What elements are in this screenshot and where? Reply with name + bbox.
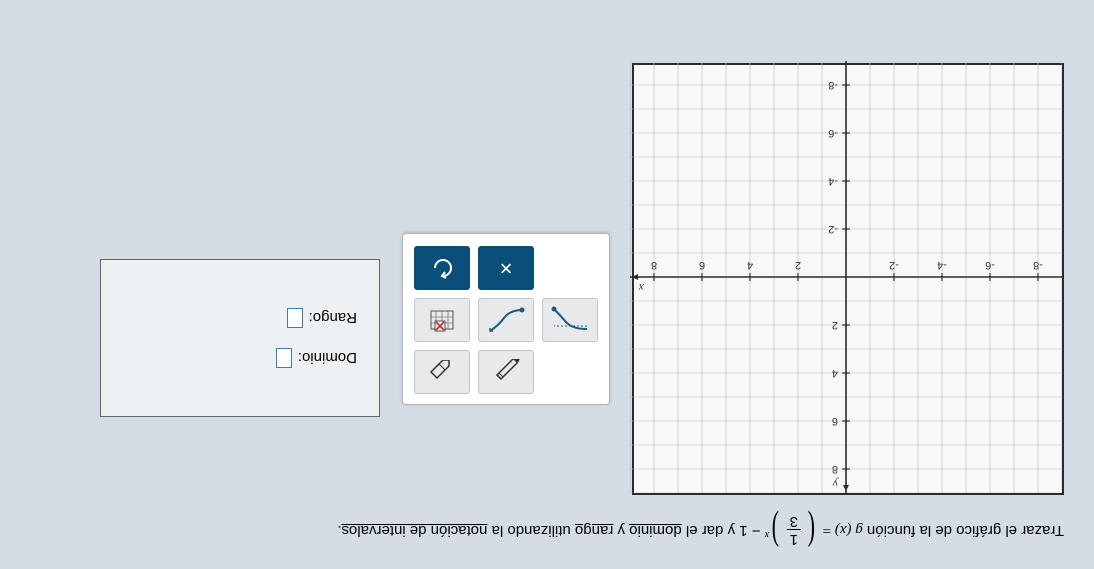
function-expression: g (x) = [823,520,863,541]
rango-input[interactable] [287,308,303,328]
no-fill-icon [427,307,457,333]
clear-icon: × [500,257,513,279]
dominio-link[interactable]: dominio [629,522,682,539]
curve-tool-a-button[interactable] [542,298,598,342]
eraser-icon [427,360,457,384]
answers-panel: Dominio: Rango: [100,259,380,417]
reset-icon [429,257,455,279]
open-paren: ( [808,517,815,547]
interval-link[interactable]: notación de intervalos [341,522,487,539]
rango-row: Rango: [123,308,357,328]
rango-link[interactable]: rango [575,522,613,539]
x-axis-label: x [639,280,644,295]
reset-button[interactable] [414,246,470,290]
curve-tool-b-button[interactable] [478,298,534,342]
graph-panel[interactable]: -8-6-4-22468-8-6-4-22468 x y [632,63,1064,495]
fraction: 1 3 [787,513,801,547]
tool-panel: × [402,233,610,405]
grid-svg [630,61,1062,493]
eraser-tool-button[interactable] [414,350,470,394]
rango-label: Rango: [309,310,357,327]
problem-prefix: Trazar el gráfico de la función [863,522,1064,539]
pencil-tool-button[interactable] [478,350,534,394]
clear-button[interactable]: × [478,246,534,290]
curve-b-icon [486,306,526,334]
dominio-row: Dominio: [123,348,357,368]
pencil-icon [491,359,521,385]
exponent: x [765,529,769,540]
problem-statement: Trazar el gráfico de la función g (x) = … [30,513,1064,547]
curve-a-icon [550,306,590,334]
y-axis-label: y [833,476,838,491]
dominio-input[interactable] [276,348,292,368]
dominio-label: Dominio: [298,350,357,367]
no-fill-tool-button[interactable] [414,298,470,342]
close-paren: ) [772,517,779,547]
